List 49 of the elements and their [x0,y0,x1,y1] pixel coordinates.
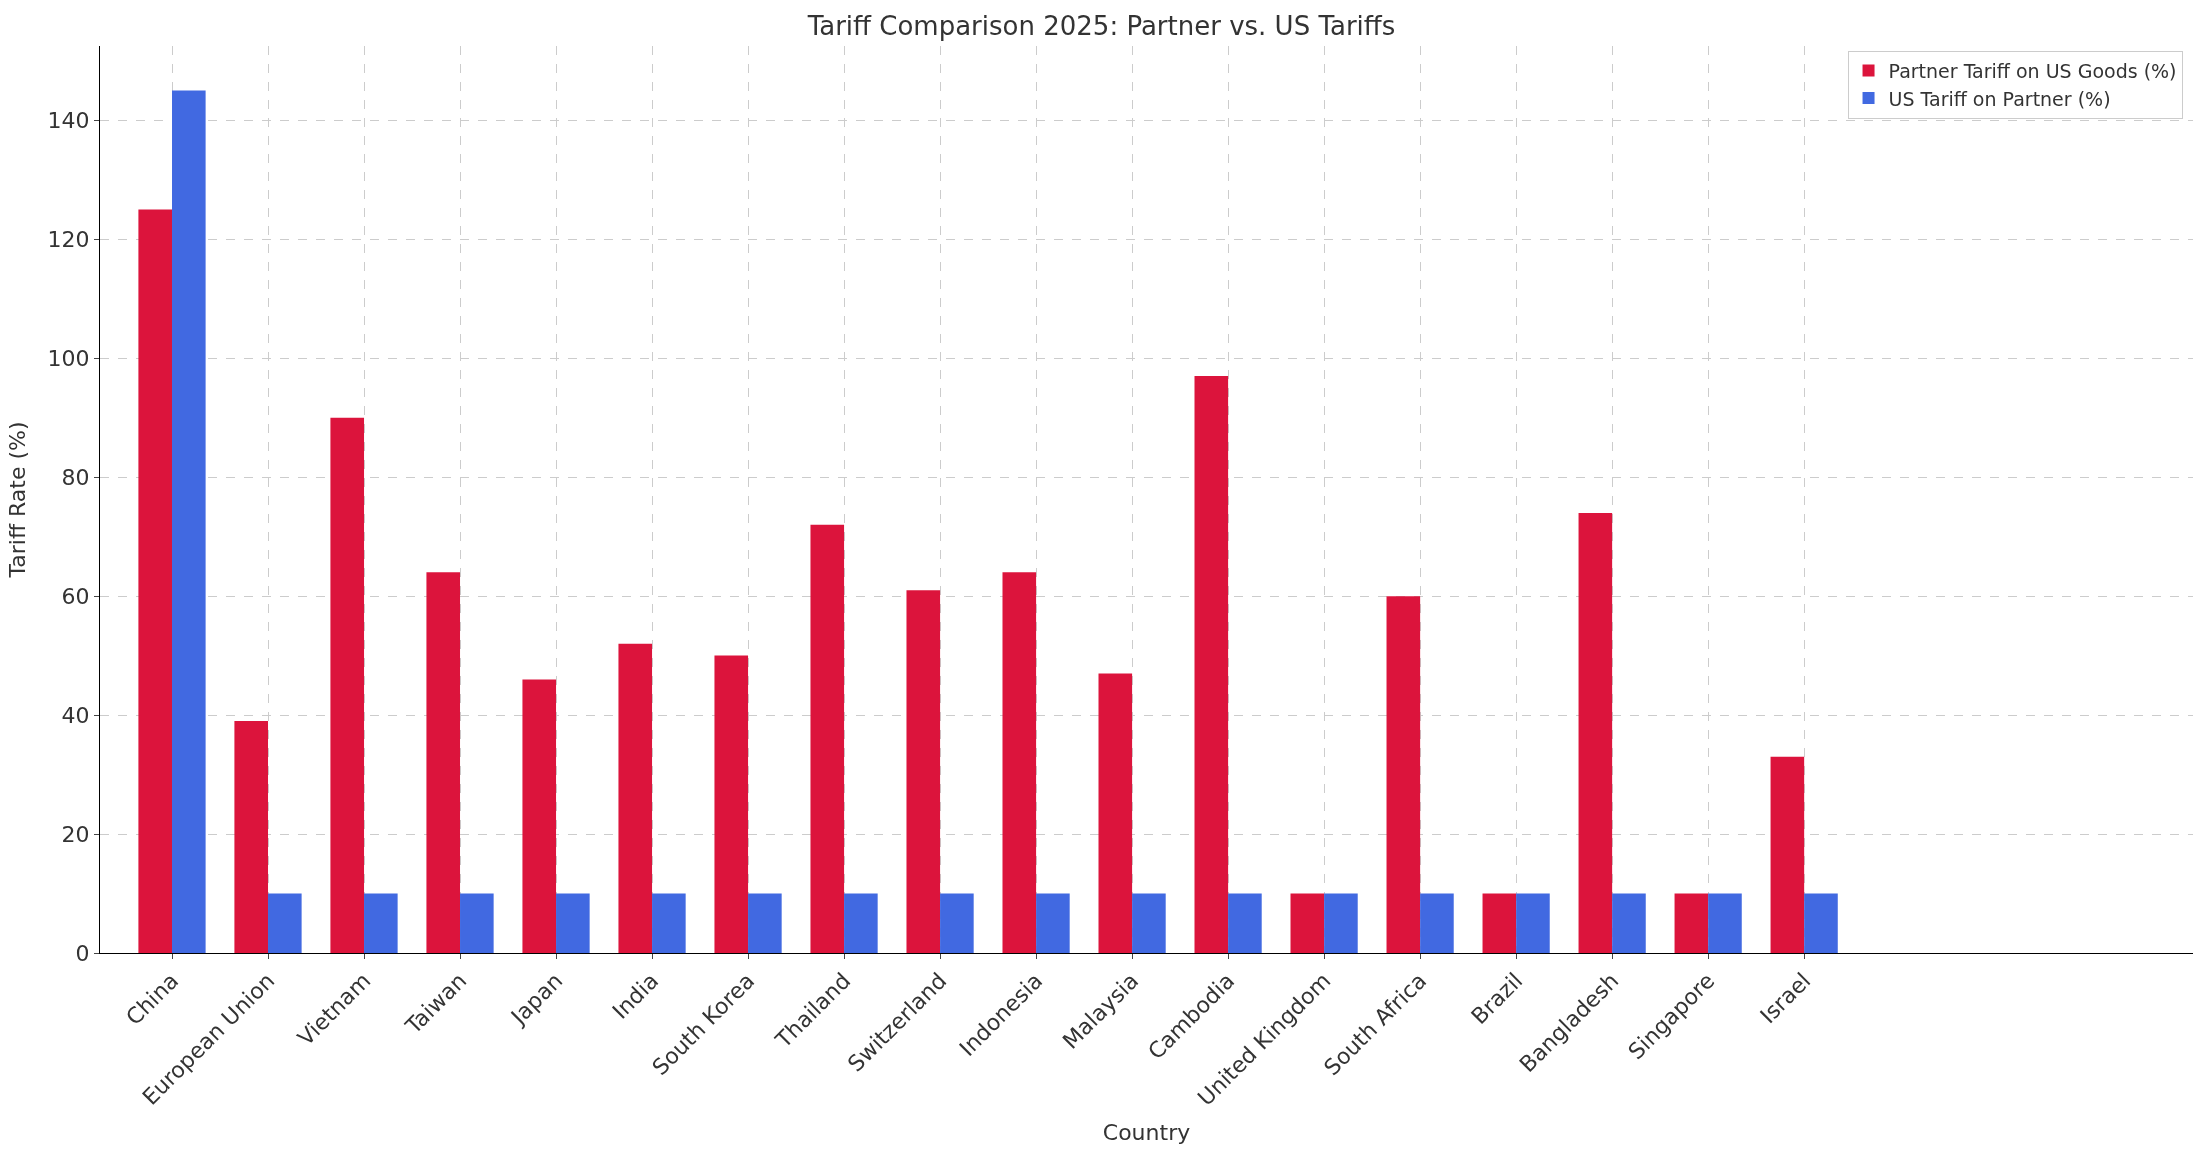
bar [1482,893,1517,953]
bar [1290,893,1325,953]
bar [268,893,302,953]
y-axis-title: Tariff Rate (%) [5,421,31,579]
bar [810,524,845,953]
bar [748,893,782,953]
bar [1386,596,1421,953]
bar [906,590,941,953]
bar [234,721,269,953]
bar [1804,893,1838,953]
y-tick-label: 60 [61,583,90,609]
bar [652,893,686,953]
bar [1578,512,1613,953]
bar [426,572,461,953]
bar [1770,756,1805,953]
y-tick-label: 120 [47,227,90,252]
bar [714,655,749,953]
bar [844,893,878,953]
bar [618,643,653,953]
bar [1194,376,1229,953]
bar [1612,893,1646,953]
bar [1132,893,1166,953]
y-tick-label: 100 [47,345,90,371]
y-tick-label: 140 [47,108,90,134]
chart-title: Tariff Comparison 2025: Partner vs. US Tariffs [806,11,1396,42]
y-tick-label: 80 [61,464,90,490]
bar [940,893,974,953]
bar [138,209,173,953]
bar [460,893,494,953]
legend-label: Partner Tariff on US Goods (%) [1888,59,2177,82]
bar [1324,893,1358,953]
y-tick-label: 0 [75,940,90,966]
bar [330,417,365,953]
bar [1002,572,1037,953]
bar [172,90,206,953]
x-axis-title: Country [1102,1120,1191,1146]
y-tick-label: 40 [61,702,90,728]
bar [1708,893,1742,953]
y-tick-label: 20 [61,821,90,847]
bar [1098,673,1133,953]
bar [556,893,590,953]
bar [1674,893,1709,953]
legend-label: US Tariff on Partner (%) [1888,87,2111,110]
bar [1228,893,1262,953]
bar [1420,893,1454,953]
bar [1036,893,1070,953]
bar [1516,893,1550,953]
bar [522,679,557,953]
bar [364,893,398,953]
